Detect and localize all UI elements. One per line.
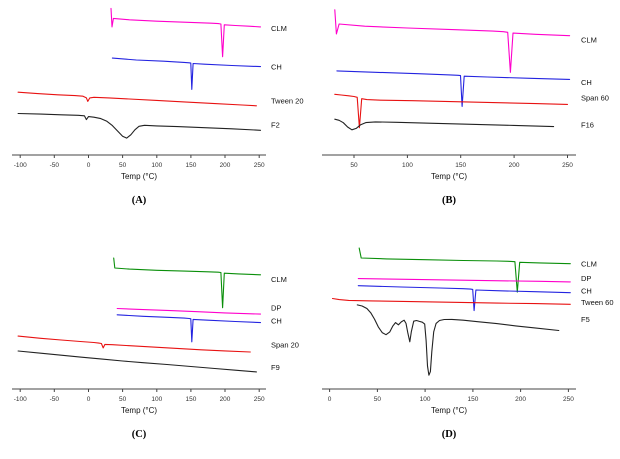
panel-B: 50 100 150 200 250 Temp (°C) CLM CH Span 60 F16 (B…: [310, 0, 620, 224]
x-tick-label: 150: [467, 396, 478, 403]
curve-label-ch: CH: [581, 287, 592, 296]
x-tick-label: 250: [254, 162, 265, 169]
curve-span-20: [17, 335, 251, 353]
curve-clm: [358, 247, 571, 293]
curve-ch: [116, 314, 262, 343]
x-tick-label: 50: [119, 162, 127, 169]
panel-caption-C: (C): [131, 429, 147, 440]
curve-f5: [356, 304, 560, 376]
x-tick-label: 0: [328, 396, 332, 403]
curve-ch: [336, 70, 571, 107]
panel-D-plot: 0 50 100 150 200 250 Temp (°C) CLM DP CH Tween 60 F…: [322, 247, 614, 415]
curve-label-clm: CLM: [581, 260, 597, 269]
x-tick-label: 200: [220, 162, 231, 169]
curve-label-ch: CH: [271, 316, 282, 325]
curve-f2: [17, 112, 262, 139]
curve-f9: [17, 350, 257, 373]
curve-label-span-20: Span 20: [271, 341, 299, 350]
curve-label-clm: CLM: [581, 36, 597, 45]
curve-clm: [110, 7, 262, 58]
x-axis-title: Temp (°C): [121, 172, 157, 181]
x-tick-label: 150: [185, 396, 196, 403]
curve-ch: [111, 57, 262, 90]
curve-label-clm: CLM: [271, 275, 287, 284]
curve-label-ch: CH: [581, 78, 592, 87]
x-tick-label: 150: [185, 162, 196, 169]
curve-clm: [113, 257, 262, 309]
curve-ch: [357, 285, 571, 312]
curve-label-f9: F9: [271, 363, 280, 372]
x-tick-label: 50: [119, 396, 127, 403]
x-tick-label: 200: [509, 162, 520, 169]
x-axis-title: Temp (°C): [431, 172, 467, 181]
panel-caption-A: (A): [131, 195, 147, 206]
panel-D: 0 50 100 150 200 250 Temp (°C) CLM DP CH Tween 60 F…: [310, 224, 620, 459]
curve-label-f16: F16: [581, 121, 594, 130]
x-tick-label: 50: [374, 396, 382, 403]
x-tick-label: -50: [50, 396, 60, 403]
curve-dp: [116, 307, 262, 315]
panel-C: -100 -50 0 50 100 150 200 250 Temp (°C) CLM DP CH Sp…: [0, 224, 310, 459]
x-tick-label: 250: [562, 162, 573, 169]
curve-label-f5: F5: [581, 315, 590, 324]
panel-C-plot: -100 -50 0 50 100 150 200 250 Temp (°C) CLM DP CH Sp…: [12, 257, 299, 415]
x-tick-label: 200: [220, 396, 231, 403]
curve-span-60: [334, 93, 569, 129]
x-tick-label: 250: [254, 396, 265, 403]
panel-A: -100 -50 0 50 100 150 200 250 Temp (°C) CLM CH Twee…: [0, 0, 310, 224]
x-tick-label: 100: [151, 162, 162, 169]
x-tick-label: -100: [14, 162, 27, 169]
x-tick-label: 50: [350, 162, 358, 169]
x-tick-label: 0: [87, 396, 91, 403]
curve-label-tween-60: Tween 60: [581, 298, 614, 307]
curve-label-span-60: Span 60: [581, 94, 609, 103]
panel-caption-D: (D): [441, 429, 457, 440]
curve-label-tween-20: Tween 20: [271, 97, 304, 106]
curve-dp: [357, 278, 571, 283]
x-tick-label: 150: [455, 162, 466, 169]
curve-label-dp: DP: [271, 304, 281, 313]
panel-A-plot: -100 -50 0 50 100 150 200 250 Temp (°C) CLM CH Twee…: [12, 7, 304, 181]
curve-label-dp: DP: [581, 274, 591, 283]
x-tick-label: 200: [515, 396, 526, 403]
panel-caption-B: (B): [442, 195, 456, 206]
x-tick-label: -100: [14, 396, 27, 403]
curve-label-f2: F2: [271, 121, 280, 130]
x-tick-label: 100: [402, 162, 413, 169]
x-axis-title: Temp (°C): [431, 406, 467, 415]
panel-B-plot: 50 100 150 200 250 Temp (°C) CLM CH Span 60 F16: [322, 9, 609, 181]
curve-f16: [334, 118, 555, 131]
x-tick-label: 0: [87, 162, 91, 169]
x-tick-label: 250: [563, 396, 574, 403]
x-tick-label: 100: [151, 396, 162, 403]
curve-tween-60: [331, 297, 571, 305]
x-tick-label: -50: [50, 162, 60, 169]
curve-label-ch: CH: [271, 63, 282, 72]
curve-tween-20: [17, 91, 257, 107]
curve-clm: [334, 9, 571, 73]
curve-label-clm: CLM: [271, 24, 287, 33]
x-axis-title: Temp (°C): [121, 406, 157, 415]
x-tick-label: 100: [420, 396, 431, 403]
